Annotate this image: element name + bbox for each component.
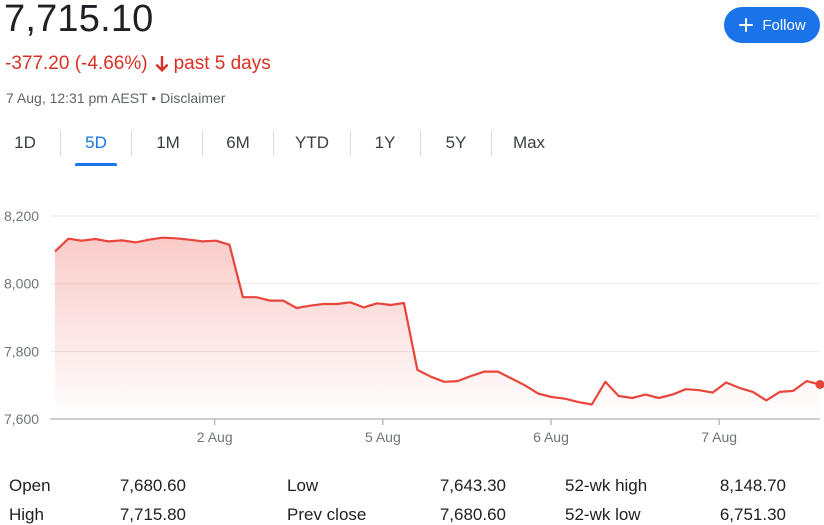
tab-5d[interactable]: 5D — [75, 124, 117, 166]
disclaimer-link[interactable]: Disclaimer — [160, 90, 226, 106]
plus-icon — [738, 17, 754, 33]
stat-label-open: Open — [9, 476, 51, 495]
tab-max[interactable]: Max — [512, 133, 546, 152]
range-tabs: 1D 5D 1M 6M YTD 1Y 5Y Max — [0, 124, 560, 166]
arrow-down-icon — [154, 55, 170, 73]
stat-label-52wk-high: 52-wk high — [565, 476, 648, 495]
y-tick-label: 8,200 — [4, 208, 39, 224]
follow-button[interactable]: Follow — [724, 7, 820, 43]
tab-divider — [420, 130, 421, 156]
x-tick-label: 2 Aug — [197, 429, 233, 445]
tab-divider — [273, 130, 274, 156]
last-price-point — [815, 379, 824, 389]
x-tick-label: 7 Aug — [701, 429, 737, 445]
change-period: past 5 days — [173, 53, 271, 74]
stat-value-low: 7,643.30 — [439, 476, 506, 495]
y-tick-label: 8,000 — [4, 276, 39, 292]
tab-6m[interactable]: 6M — [226, 133, 250, 152]
tab-divider — [60, 130, 61, 156]
price-change: -377.20 (-4.66%) past 5 days — [5, 52, 271, 76]
tab-divider — [350, 130, 351, 156]
change-value: -377.20 (-4.66%) — [5, 53, 148, 74]
timestamp-text: 7 Aug, 12:31 pm AEST — [6, 90, 148, 106]
quote-timestamp: 7 Aug, 12:31 pm AEST • Disclaimer — [6, 89, 225, 107]
stat-value-high: 7,715.80 — [119, 505, 186, 524]
price-area-fill — [55, 237, 820, 419]
key-stats: Open 7,680.60 High 7,715.80 Low 7,643.30… — [0, 470, 824, 525]
tab-1d[interactable]: 1D — [14, 133, 36, 152]
stat-value-open: 7,680.60 — [119, 476, 186, 495]
y-tick-label: 7,600 — [4, 411, 39, 427]
stat-label-high: High — [9, 505, 44, 524]
stat-value-52wk-high: 8,148.70 — [719, 476, 786, 495]
stat-value-52wk-low: 6,751.30 — [719, 505, 786, 524]
stat-value-prev-close: 7,680.60 — [439, 505, 506, 524]
tab-1m[interactable]: 1M — [156, 133, 180, 152]
y-tick-label: 7,800 — [4, 343, 39, 359]
tab-divider — [491, 130, 492, 156]
tab-ytd[interactable]: YTD — [295, 133, 329, 152]
x-tick-label: 5 Aug — [365, 429, 401, 445]
stat-label-low: Low — [287, 476, 319, 495]
tab-divider — [202, 130, 203, 156]
price-chart[interactable]: 8,200 8,000 7,800 7,600 2 Aug 5 Aug 6 Aug 7 Au… — [0, 196, 824, 456]
tab-5y[interactable]: 5Y — [445, 133, 467, 152]
separator-dot: • — [151, 90, 157, 106]
x-tick-label: 6 Aug — [533, 429, 569, 445]
tab-1y[interactable]: 1Y — [374, 133, 396, 152]
tab-divider — [131, 130, 132, 156]
current-price: 7,715.10 — [4, 0, 154, 40]
stat-label-52wk-low: 52-wk low — [565, 505, 641, 524]
stat-label-prev-close: Prev close — [287, 505, 367, 524]
follow-button-label: Follow — [762, 16, 806, 34]
price-line — [54, 236, 821, 406]
